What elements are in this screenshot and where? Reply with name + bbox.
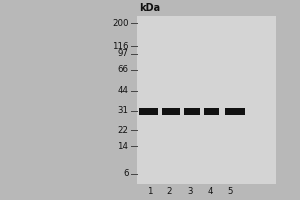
Text: 14: 14	[117, 142, 128, 151]
Text: 44: 44	[117, 86, 128, 95]
Text: 6: 6	[123, 169, 128, 178]
Text: 5: 5	[228, 188, 233, 196]
Text: 2: 2	[167, 188, 172, 196]
Text: 31: 31	[117, 106, 128, 115]
Text: 3: 3	[188, 188, 193, 196]
Text: 66: 66	[117, 65, 128, 74]
Bar	[184, 108, 200, 115]
Bar	[225, 108, 245, 115]
Text: 22: 22	[117, 126, 128, 135]
Bar	[137, 16, 276, 184]
Text: 1: 1	[147, 188, 152, 196]
Text: 116: 116	[112, 42, 128, 51]
Text: 200: 200	[112, 19, 128, 27]
Bar	[162, 108, 180, 115]
Text: kDa: kDa	[140, 3, 160, 13]
Bar	[139, 108, 158, 115]
Bar	[204, 108, 219, 115]
Text: 4: 4	[207, 188, 213, 196]
Text: 97: 97	[118, 49, 128, 58]
